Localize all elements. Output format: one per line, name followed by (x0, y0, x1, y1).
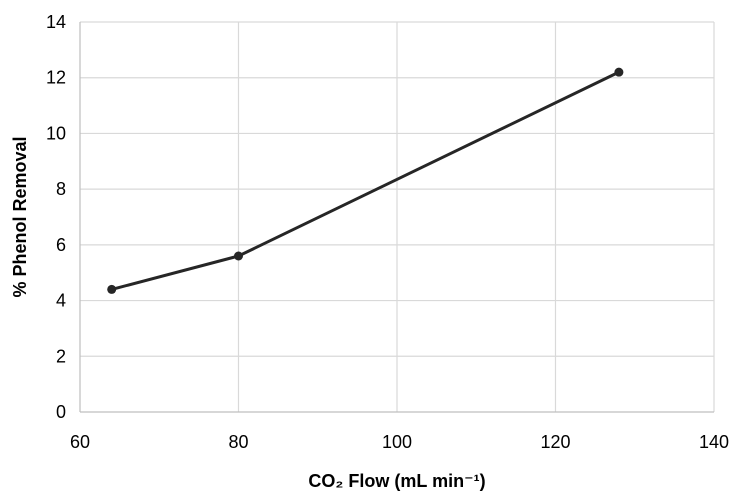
x-tick-label: 120 (540, 432, 570, 452)
y-tick-label: 2 (56, 346, 66, 366)
y-tick-label: 12 (46, 68, 66, 88)
data-point (107, 284, 117, 294)
x-tick-label: 140 (699, 432, 729, 452)
tick-labels: 60 80 100 120 140 0 2 4 6 8 10 12 14 (46, 12, 729, 452)
x-tick-label: 60 (70, 432, 90, 452)
y-tick-label: 8 (56, 179, 66, 199)
x-tick-label: 80 (228, 432, 248, 452)
axes (79, 22, 714, 413)
y-tick-label: 14 (46, 12, 66, 32)
data-series (107, 67, 624, 294)
data-point (614, 67, 624, 77)
series-line (110, 70, 621, 291)
y-axis-title: % Phenol Removal (10, 136, 30, 297)
y-tick-label: 10 (46, 123, 66, 143)
x-tick-label: 100 (382, 432, 412, 452)
y-tick-label: 6 (56, 235, 66, 255)
data-point (234, 251, 243, 261)
y-tick-label: 4 (56, 291, 66, 311)
y-tick-label: 0 (56, 402, 66, 422)
gridlines (80, 21, 715, 412)
x-axis-title: CO₂ Flow (mL min⁻¹) (308, 471, 485, 491)
